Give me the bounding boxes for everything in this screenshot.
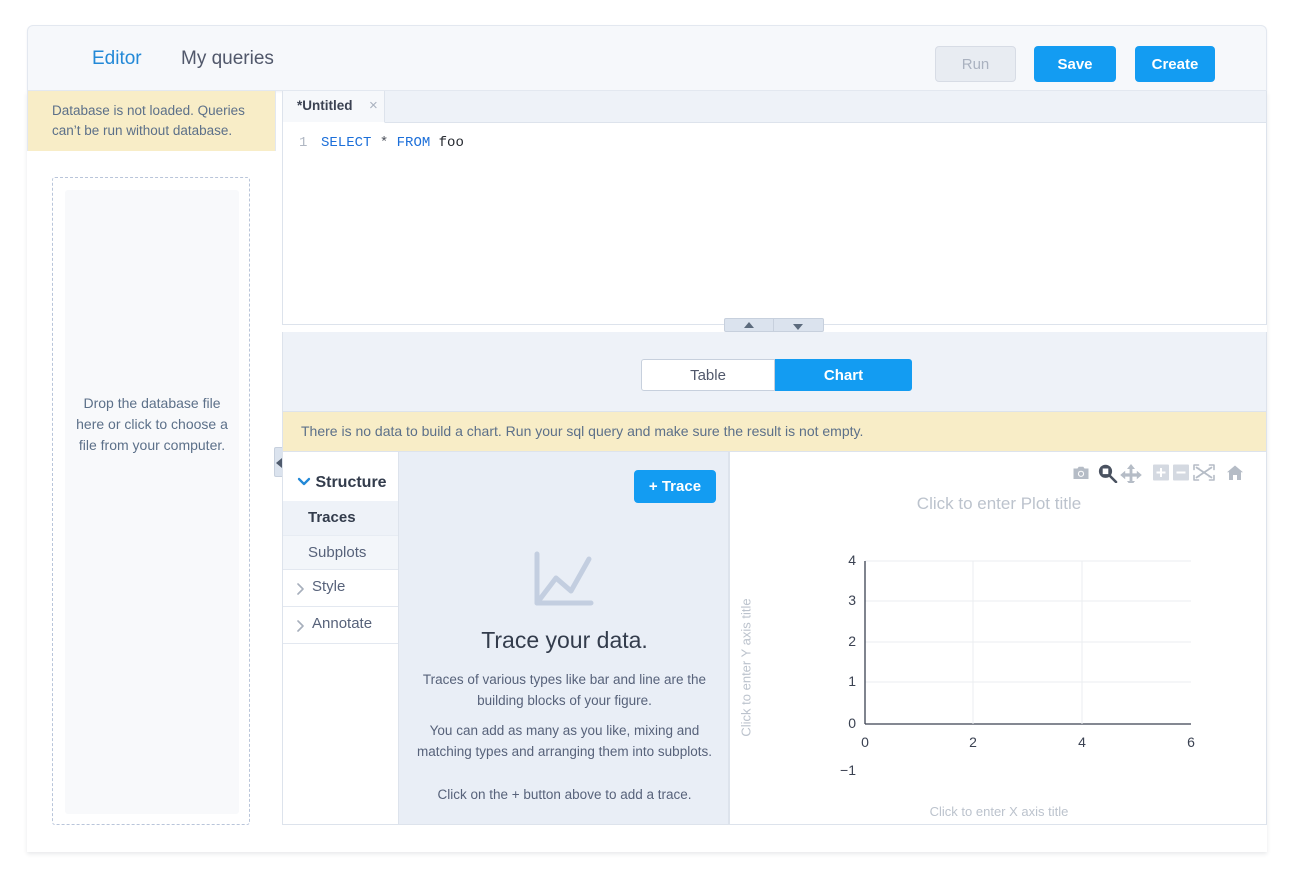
svg-text:2: 2 xyxy=(969,734,977,750)
svg-text:6: 6 xyxy=(1187,734,1195,750)
svg-text:1: 1 xyxy=(848,673,856,689)
svg-text:3: 3 xyxy=(848,592,856,608)
svg-text:4: 4 xyxy=(848,552,856,568)
svg-text:−1: −1 xyxy=(840,762,856,778)
svg-text:0: 0 xyxy=(861,734,869,750)
svg-text:2: 2 xyxy=(848,633,856,649)
svg-text:0: 0 xyxy=(848,715,856,731)
svg-text:4: 4 xyxy=(1078,734,1086,750)
